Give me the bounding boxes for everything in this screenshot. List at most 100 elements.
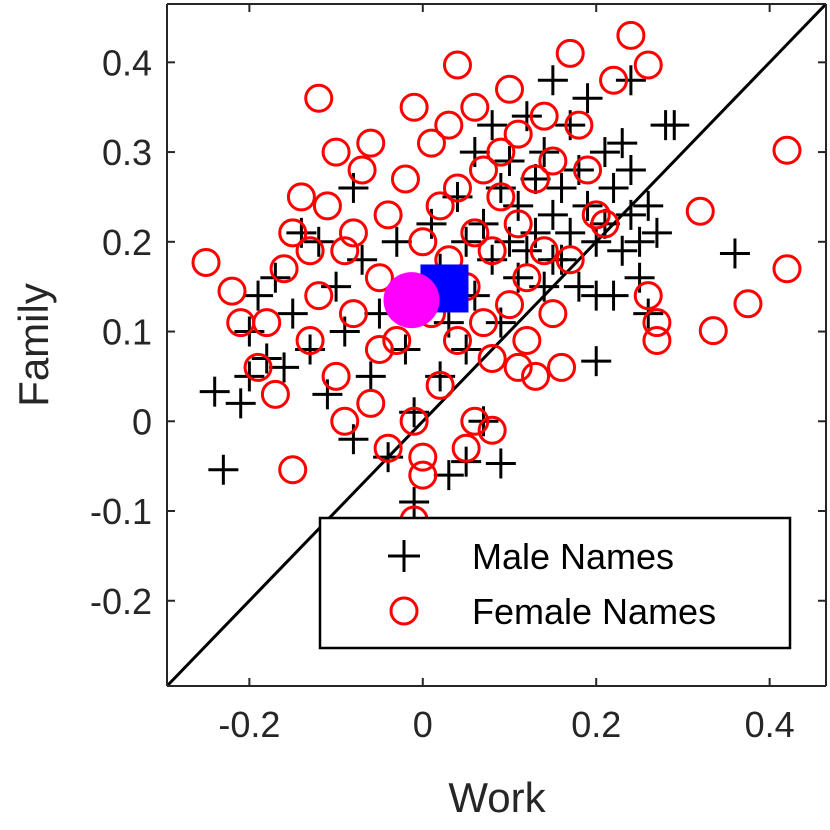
male-name-point: [243, 280, 274, 311]
male-name-point: [381, 226, 412, 257]
male-name-point: [485, 448, 516, 479]
female-name-point: [399, 406, 429, 436]
female-name-point: [460, 92, 490, 122]
female-name-point: [364, 334, 394, 364]
female-name-point: [503, 209, 533, 239]
male-name-point: [607, 235, 638, 266]
female-name-point: [477, 236, 507, 266]
female-name-point: [633, 281, 663, 311]
female-name-point: [330, 236, 360, 266]
female-name-point: [538, 299, 568, 329]
male-name-point: [433, 460, 464, 491]
female-name-point: [512, 263, 542, 293]
male-name-point: [607, 128, 638, 159]
female-name-point: [191, 247, 221, 277]
female-name-point: [399, 92, 429, 122]
male-name-point: [563, 271, 594, 302]
female-name-point: [468, 308, 498, 338]
y-axis-label: Family: [10, 283, 57, 407]
legend-marker-male: [388, 540, 420, 572]
female-name-point: [521, 164, 551, 194]
female-name-point: [564, 110, 594, 140]
female-name-point: [442, 173, 472, 203]
male-name-point: [615, 65, 646, 96]
male-name-point: [555, 217, 586, 248]
female-name-point: [477, 415, 507, 445]
female-name-point: [260, 379, 290, 409]
male-name-point: [511, 235, 542, 266]
female-name-point: [642, 326, 672, 356]
female-name-point: [425, 191, 455, 221]
female-name-point: [269, 254, 299, 284]
female-name-point: [772, 254, 802, 284]
female-name-point: [468, 155, 498, 185]
female-name-point: [512, 326, 542, 356]
x-tick-label: -0.2: [218, 704, 280, 745]
female-name-point: [321, 137, 351, 167]
female-name-point: [373, 433, 403, 463]
female-name-point: [408, 227, 438, 257]
female-name-point: [642, 308, 672, 338]
y-tick-label: -0.2: [90, 581, 152, 622]
male-name-point: [581, 346, 612, 377]
male-name-point: [659, 110, 690, 141]
legend-box: [318, 516, 792, 650]
female-name-point: [573, 155, 603, 185]
male-name-point: [581, 280, 612, 311]
male-name-point: [208, 454, 239, 485]
female-name-point: [364, 263, 394, 293]
y-tick-label: 0.4: [102, 42, 152, 83]
male-name-point: [546, 172, 577, 203]
male-name-point: [399, 487, 430, 518]
female-name-point: [733, 289, 763, 319]
female-name-point: [495, 290, 525, 320]
male-name-point: [633, 190, 664, 221]
male-name-point: [719, 238, 750, 269]
female-name-point: [495, 74, 525, 104]
male-name-point: [199, 376, 230, 407]
x-axis-label: Work: [448, 774, 546, 821]
y-tick-label: 0: [132, 401, 152, 442]
x-tick-label: 0.2: [571, 704, 621, 745]
male-name-point: [598, 172, 629, 203]
male-name-point: [615, 155, 646, 186]
female-mean-marker: [383, 272, 440, 329]
female-name-point: [278, 218, 308, 248]
male-name-point: [477, 110, 508, 141]
female-name-point: [547, 352, 577, 382]
female-name-point: [460, 406, 490, 436]
male-name-point: [269, 352, 300, 383]
x-tick-label: 0: [413, 704, 433, 745]
female-name-point: [581, 200, 611, 230]
male-name-point: [277, 298, 308, 329]
male-name-point: [641, 217, 672, 248]
female-name-point: [304, 83, 334, 113]
female-name-point: [434, 110, 464, 140]
female-name-point: [486, 182, 516, 212]
y-tick-label: 0.2: [102, 222, 152, 263]
x-tick-label: 0.4: [745, 704, 795, 745]
y-tick-label: 0.1: [102, 312, 152, 353]
female-name-point: [442, 326, 472, 356]
male-name-point: [225, 388, 256, 419]
male-name-point: [537, 199, 568, 230]
female-name-point: [278, 455, 308, 485]
y-tick-label: 0.3: [102, 132, 152, 173]
female-name-point: [503, 352, 533, 382]
female-name-point: [521, 361, 551, 391]
female-name-point: [599, 65, 629, 95]
female-name-point: [304, 281, 334, 311]
male-name-point: [589, 137, 620, 168]
female-name-point: [503, 119, 533, 149]
female-name-point: [295, 326, 325, 356]
female-name-point: [217, 276, 247, 306]
female-name-point: [373, 200, 403, 230]
female-name-point: [286, 182, 316, 212]
female-name-point: [338, 299, 368, 329]
female-name-point: [295, 236, 325, 266]
male-name-point: [572, 83, 603, 114]
female-name-point: [408, 460, 438, 490]
female-name-point: [555, 245, 585, 275]
female-name-point: [243, 352, 273, 382]
